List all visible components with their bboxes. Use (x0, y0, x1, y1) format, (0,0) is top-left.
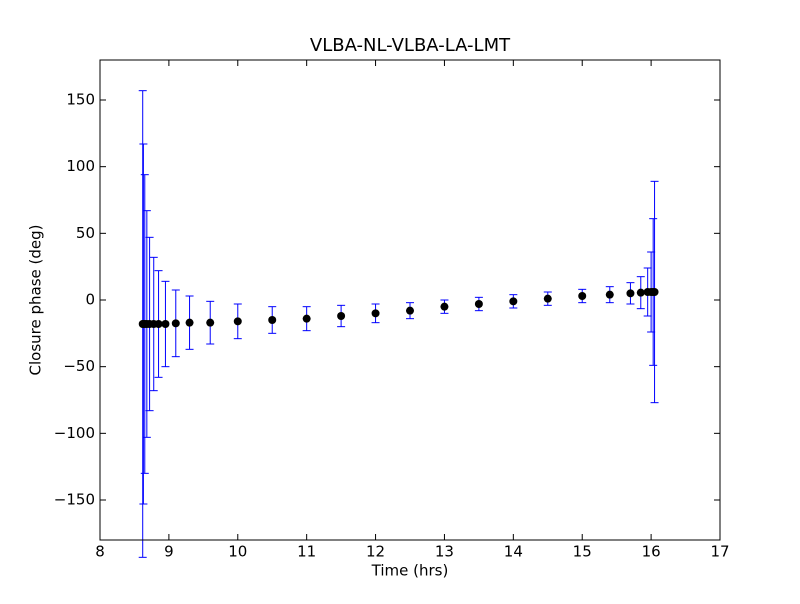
data-point (650, 288, 659, 296)
data-point (371, 309, 380, 318)
x-tick-label: 13 (435, 543, 454, 561)
x-tick-label: 8 (95, 543, 105, 561)
y-tick-label: −100 (54, 424, 95, 442)
x-tick-label: 11 (297, 543, 316, 561)
data-point (171, 319, 180, 328)
data-point (440, 302, 449, 311)
data-point (302, 314, 311, 323)
data-point (636, 288, 645, 297)
data-point (206, 318, 215, 327)
x-tick-label: 15 (573, 543, 592, 561)
data-point (543, 294, 552, 303)
data-point (161, 320, 170, 328)
data-point (509, 297, 518, 306)
data-point (268, 316, 277, 324)
x-tick-label: 16 (642, 543, 661, 561)
y-tick-label: 150 (66, 91, 95, 109)
y-tick-label: 0 (85, 291, 95, 309)
data-point (605, 290, 614, 299)
y-tick-label: 100 (66, 157, 95, 175)
chart-title: VLBA-NL-VLBA-LA-LMT (310, 35, 511, 56)
data-point (474, 300, 483, 308)
data-point (185, 318, 194, 327)
y-tick-label: −50 (63, 357, 95, 375)
x-tick-label: 12 (366, 543, 385, 561)
data-point (337, 312, 346, 320)
x-axis-label: Time (hrs) (371, 562, 449, 580)
data-point (233, 317, 242, 326)
y-axis-label: Closure phase (deg) (27, 225, 45, 376)
x-tick-label: 17 (710, 543, 729, 561)
data-point (578, 292, 587, 300)
data-point (626, 289, 635, 298)
data-point (154, 320, 163, 328)
x-tick-label: 14 (504, 543, 523, 561)
data-point (406, 306, 414, 315)
x-tick-label: 10 (228, 543, 247, 561)
x-tick-label: 9 (164, 543, 174, 561)
y-tick-label: 50 (76, 224, 95, 242)
y-tick-label: −150 (54, 491, 95, 509)
